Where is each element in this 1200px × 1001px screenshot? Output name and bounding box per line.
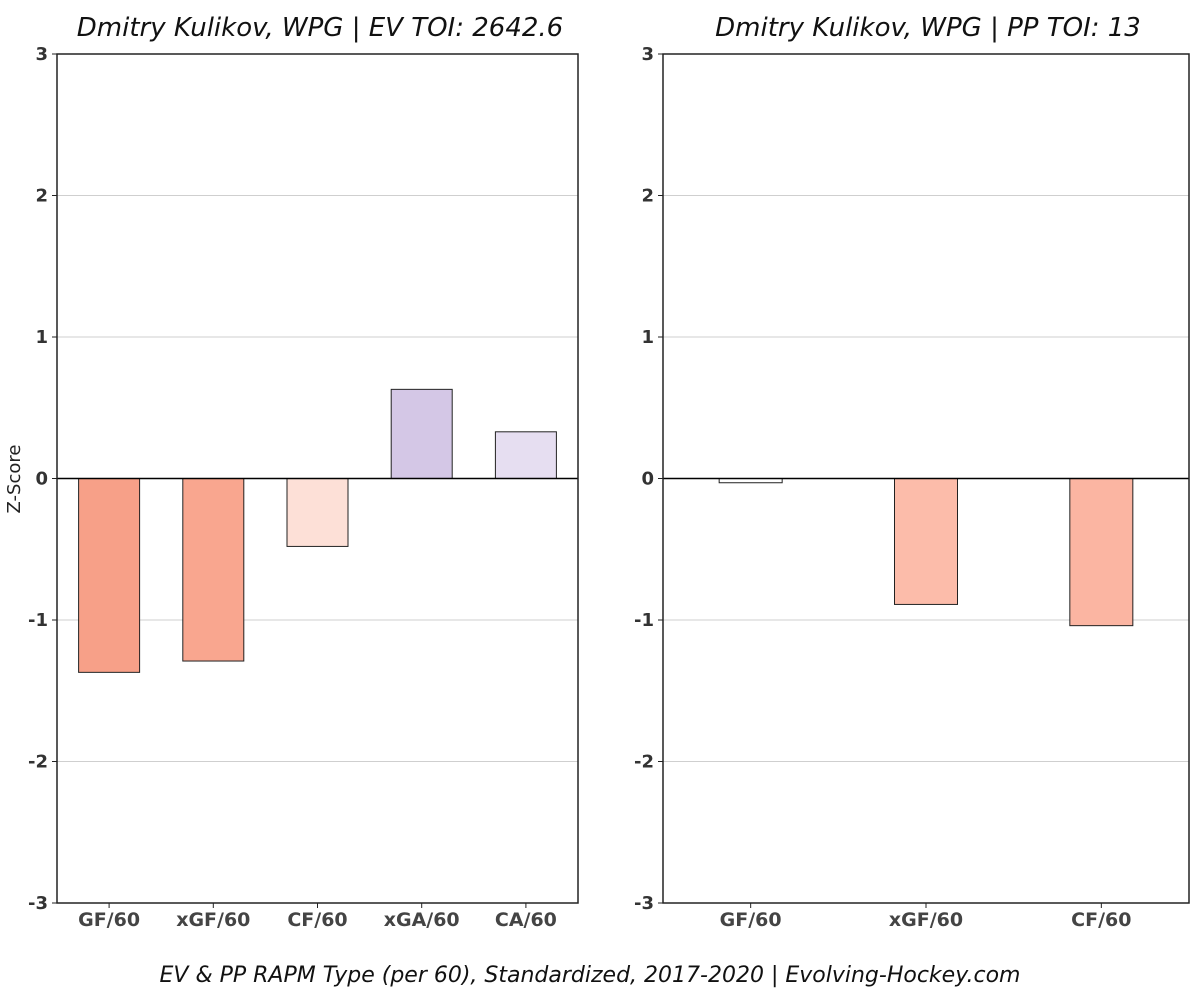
- x-tick-label: xGA/60: [384, 909, 460, 931]
- bar-xgf-per-60: [894, 478, 958, 605]
- x-tick-label: GF/60: [78, 909, 140, 931]
- plot-frame: [56, 53, 579, 904]
- bar-xgf-per-60: [182, 478, 245, 662]
- y-tick-label: 2: [35, 186, 48, 207]
- bar-xga-per-60: [390, 388, 453, 480]
- y-tick-label: 3: [641, 44, 654, 65]
- y-tick-label: 1: [35, 327, 48, 348]
- x-tick-label: CA/60: [495, 909, 557, 931]
- ev-panel-title: Dmitry Kulikov, WPG | EV TOI: 2642.6: [77, 13, 563, 43]
- x-tick-label: CF/60: [1071, 909, 1131, 931]
- y-tick-label: 1: [641, 327, 654, 348]
- bar-cf-per-60: [1069, 478, 1134, 627]
- y-tick-label: -2: [634, 752, 654, 773]
- bar-ca-per-60: [494, 431, 557, 479]
- chart-caption: EV & PP RAPM Type (per 60), Standardized…: [160, 963, 1021, 988]
- pp-panel-title: Dmitry Kulikov, WPG | PP TOI: 13: [715, 13, 1141, 43]
- y-tick-label: -3: [634, 893, 654, 914]
- x-tick-label: xGF/60: [176, 909, 250, 931]
- x-tick-label: CF/60: [287, 909, 347, 931]
- y-tick-label: -1: [634, 610, 654, 631]
- y-tick-label: 2: [641, 186, 654, 207]
- y-tick-label: 0: [35, 469, 48, 490]
- plot-frame: [662, 53, 1190, 904]
- y-tick-label: -1: [28, 610, 48, 631]
- bar-gf-per-60: [78, 478, 141, 673]
- x-tick-label: GF/60: [720, 909, 782, 931]
- y-tick-label: -2: [28, 752, 48, 773]
- y-tick-label: -3: [28, 893, 48, 914]
- ev-rapm-panel: Dmitry Kulikov, WPG | EV TOI: 2642.6 Z-S…: [4, 13, 579, 931]
- y-tick-label: 3: [35, 44, 48, 65]
- y-axis-label: Z-Score: [4, 445, 25, 514]
- y-tick-label: 0: [641, 469, 654, 490]
- bar-cf-per-60: [286, 478, 349, 547]
- x-tick-label: xGF/60: [889, 909, 963, 931]
- pp-rapm-panel: Dmitry Kulikov, WPG | PP TOI: 13 3 2 1 0 -1 -…: [634, 13, 1190, 931]
